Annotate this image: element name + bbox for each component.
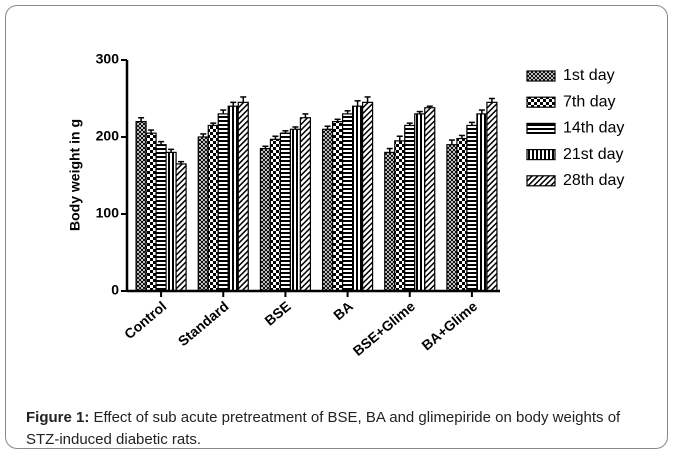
- legend-swatch: [526, 122, 556, 135]
- bar: [414, 113, 426, 292]
- bar: [331, 120, 344, 292]
- legend-swatch: [526, 70, 556, 82]
- x-tick-label: BA: [330, 298, 356, 323]
- bar: [289, 128, 302, 292]
- y-axis-label: Body weight in g: [67, 119, 83, 231]
- legend-label: 1st day: [563, 67, 615, 84]
- chart: Body weight in g 0 100 200 300 Control Standa…: [67, 51, 625, 359]
- bar: [279, 132, 292, 292]
- y-tick-label: 100: [96, 205, 120, 221]
- legend-label: 21st day: [563, 146, 623, 163]
- bar: [197, 136, 209, 292]
- x-tick-label: Standard: [175, 298, 232, 349]
- y-tick-label: 200: [96, 128, 120, 144]
- figure-frame: [5, 5, 668, 449]
- bar: [155, 144, 167, 292]
- bar: [259, 147, 272, 292]
- bar: [446, 144, 458, 292]
- legend-label: 7th day: [563, 93, 615, 110]
- bar: [351, 105, 364, 292]
- legend-swatch: [526, 149, 556, 161]
- bar: [175, 163, 187, 292]
- bar: [394, 140, 406, 292]
- legend-label: 28th day: [563, 172, 624, 189]
- bar: [424, 107, 436, 292]
- bar: [341, 113, 354, 292]
- bar: [165, 151, 177, 292]
- x-tick-label: Control: [121, 298, 169, 342]
- bar: [269, 138, 282, 292]
- bar: [404, 124, 416, 292]
- bar: [135, 120, 147, 292]
- bar: [384, 151, 396, 292]
- bar: [476, 113, 488, 292]
- bar: [361, 101, 374, 292]
- bar: [486, 101, 498, 292]
- bar: [227, 105, 239, 292]
- caption-label: Figure 1:: [26, 409, 90, 426]
- y-tick-label: 300: [96, 51, 120, 67]
- x-tick-label: BA+Glime: [418, 298, 480, 354]
- bar: [237, 101, 249, 292]
- caption: Figure 1: Effect of sub acute pretreatme…: [26, 407, 656, 451]
- bar: [207, 124, 219, 292]
- legend-swatch: [526, 175, 556, 187]
- bar: [466, 124, 478, 292]
- bar: [145, 132, 157, 292]
- bar: [299, 117, 312, 292]
- bar: [456, 137, 468, 292]
- y-tick-label: 0: [111, 282, 119, 298]
- legend-swatch: [526, 96, 556, 108]
- x-tick-label: BSE: [261, 298, 293, 329]
- legend-label: 14th day: [563, 120, 624, 137]
- bar: [217, 113, 229, 292]
- x-tick-label: BSE+Glime: [350, 298, 419, 359]
- caption-text: Effect of sub acute pretreatment of BSE,…: [26, 409, 621, 448]
- bar: [321, 128, 334, 292]
